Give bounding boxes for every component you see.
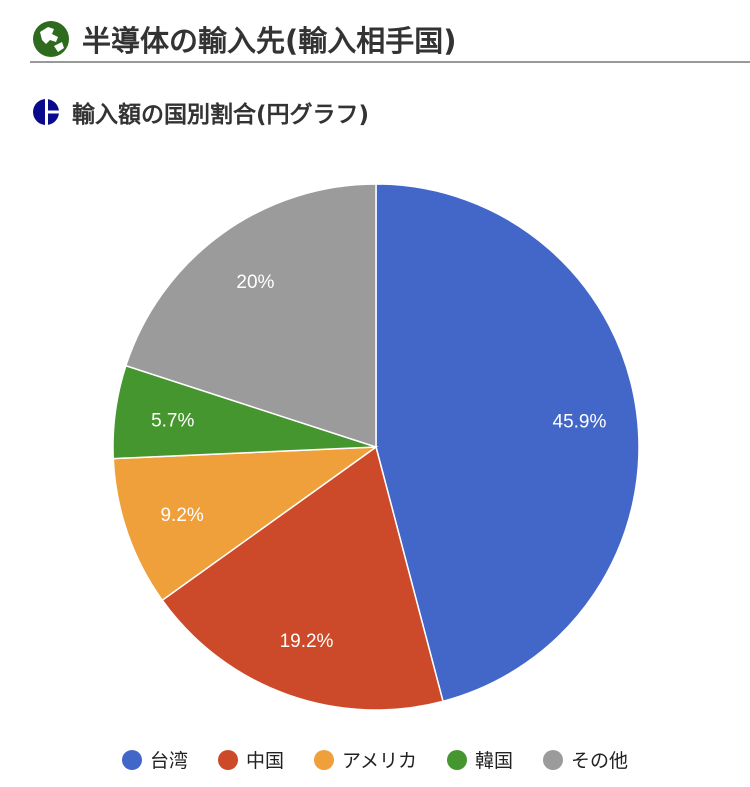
slice-label: 20% bbox=[236, 272, 274, 293]
section-title: 輸入額の国別割合(円グラフ) bbox=[72, 102, 370, 128]
pie-slice-2 bbox=[112, 446, 379, 602]
legend-item: 中国 bbox=[217, 746, 284, 773]
legend-label: 韓国 bbox=[475, 750, 514, 772]
legend-label: 中国 bbox=[245, 750, 284, 772]
legend-swatch bbox=[447, 749, 468, 770]
legend-swatch bbox=[543, 749, 564, 770]
page-header: 半導体の輸入先(輸入相手国) bbox=[32, 18, 457, 60]
legend-item: 韓国 bbox=[447, 746, 513, 773]
legend-label: アメリカ bbox=[341, 750, 418, 772]
legend-item: 台湾 bbox=[121, 746, 188, 773]
slice-label: 45.9% bbox=[553, 412, 607, 433]
legend-swatch bbox=[217, 749, 238, 770]
pie-slice-4 bbox=[124, 183, 377, 449]
pie-slice-0 bbox=[375, 183, 640, 703]
section-header: 輸入額の国別割合(円グラフ) bbox=[32, 95, 369, 129]
legend-label: 台湾 bbox=[149, 750, 188, 772]
title-divider bbox=[30, 61, 750, 63]
chart-legend: 台湾 中国 アメリカ 韓国 その他 bbox=[0, 746, 750, 773]
legend-item: その他 bbox=[543, 746, 628, 773]
slice-label: 5.7% bbox=[151, 410, 194, 431]
legend-item: アメリカ bbox=[313, 746, 418, 773]
legend-label: その他 bbox=[571, 750, 629, 772]
legend-swatch bbox=[121, 749, 142, 770]
legend-swatch bbox=[313, 749, 334, 770]
slice-label: 9.2% bbox=[160, 505, 203, 526]
globe-icon bbox=[33, 21, 69, 57]
page-title: 半導体の輸入先(輸入相手国) bbox=[82, 24, 457, 58]
slice-label: 19.2% bbox=[280, 631, 334, 652]
pie-chart-icon bbox=[33, 98, 60, 126]
pie-slice-1 bbox=[161, 445, 444, 711]
pie-chart: 45.9% 19.2% 9.2% 5.7% 20% bbox=[112, 183, 640, 711]
